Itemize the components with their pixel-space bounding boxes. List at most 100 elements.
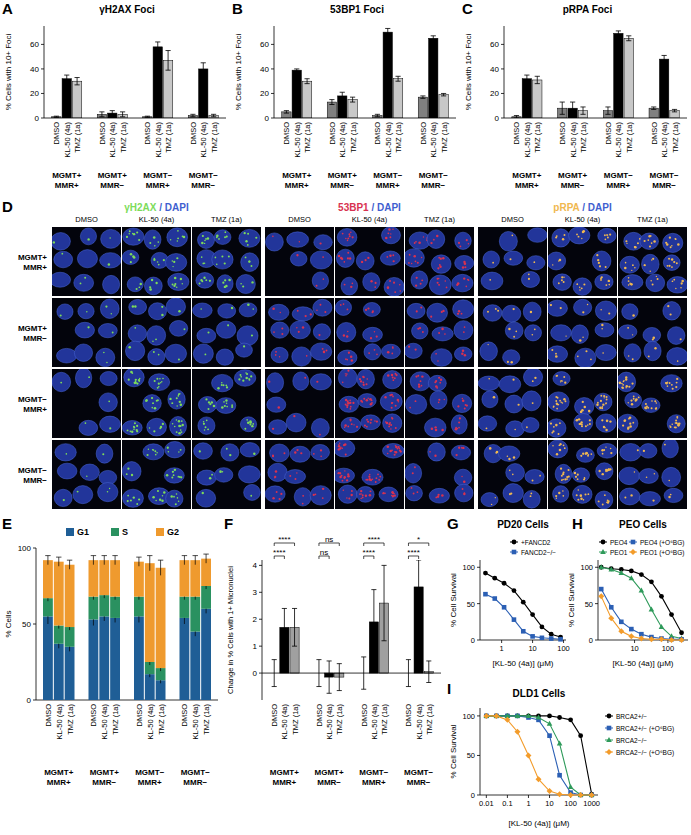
focus <box>180 431 182 433</box>
focus <box>387 286 390 289</box>
focus <box>338 472 340 474</box>
focus <box>202 262 204 264</box>
nucleus <box>197 470 217 485</box>
micrograph-content <box>481 444 544 508</box>
focus <box>416 277 418 279</box>
focus <box>166 474 168 476</box>
nucleus <box>483 251 500 268</box>
focus <box>240 374 242 376</box>
bar-segment <box>65 565 75 627</box>
focus <box>608 312 610 314</box>
focus <box>598 470 600 472</box>
focus <box>631 270 632 271</box>
focus <box>678 423 680 425</box>
focus <box>177 230 179 232</box>
focus <box>627 428 629 430</box>
focus <box>578 236 580 238</box>
nucleus <box>123 228 144 245</box>
focus <box>206 419 208 421</box>
x-axis <box>44 118 226 119</box>
focus <box>667 385 669 387</box>
point <box>492 576 497 581</box>
micrograph <box>335 227 404 296</box>
focus <box>227 324 229 326</box>
focus <box>370 403 373 406</box>
focus <box>444 333 446 335</box>
focus <box>579 289 581 291</box>
group-label-line: MGMT− <box>359 768 388 777</box>
micrograph <box>405 369 474 438</box>
bar-label: KL-50 (4a) <box>100 704 109 740</box>
point <box>618 628 624 634</box>
focus <box>339 476 342 479</box>
focus <box>156 378 158 380</box>
error-bar <box>605 107 610 114</box>
focus <box>393 260 395 262</box>
bar-label: TMZ (1a) <box>66 704 75 735</box>
focus <box>430 316 432 318</box>
focus <box>279 356 280 357</box>
group-label: MGMT−MMR− <box>419 171 448 190</box>
focus <box>497 310 499 312</box>
nucleus <box>548 392 569 412</box>
focus <box>555 424 558 427</box>
error-bar <box>340 92 345 99</box>
y-tick <box>501 93 504 94</box>
focus <box>217 387 219 389</box>
bar-label: TMZ (1a) <box>111 704 120 735</box>
y-tick-label: 40 <box>30 65 39 74</box>
focus <box>460 245 462 247</box>
focus <box>670 313 672 315</box>
focus <box>345 373 346 374</box>
focus <box>153 259 155 261</box>
focus <box>577 489 579 491</box>
x-tick-label: 10 <box>545 799 553 808</box>
y-tick-label: 0 <box>27 696 32 705</box>
focus <box>366 399 369 402</box>
focus <box>176 286 178 288</box>
nucleus <box>410 372 431 391</box>
y-tick-label: 0 <box>471 791 475 800</box>
point <box>669 612 674 617</box>
point <box>521 600 526 605</box>
row-label: MGMT+MMR+ <box>18 253 47 272</box>
nucleus <box>80 228 96 245</box>
nucleus <box>667 327 684 345</box>
focus <box>582 231 584 233</box>
y-tick <box>41 44 44 45</box>
bar-label: DMSO <box>143 122 152 145</box>
focus <box>628 402 629 403</box>
focus <box>399 284 401 286</box>
focus <box>651 407 653 409</box>
focus <box>109 488 110 489</box>
bar-segment <box>43 616 53 700</box>
micrograph-content <box>196 229 260 293</box>
focus <box>199 282 201 284</box>
focus <box>415 400 417 402</box>
nucleus <box>122 462 141 481</box>
nucleus <box>166 298 185 316</box>
x-tick-label: 100 <box>557 644 570 653</box>
nucleus <box>411 271 428 289</box>
focus <box>344 261 346 263</box>
group-label-line: MGMT+ <box>315 768 344 777</box>
bar <box>614 33 623 118</box>
focus <box>507 455 509 457</box>
focus <box>393 493 394 494</box>
nucleus <box>555 464 572 483</box>
legend-marker <box>512 550 517 555</box>
focus <box>60 314 62 316</box>
focus <box>310 313 312 315</box>
focus <box>221 382 223 384</box>
focus <box>437 360 439 362</box>
y-tick <box>595 640 598 641</box>
group-label: MGMT−MMR− <box>181 768 210 787</box>
group-label-line: MMR+ <box>138 778 162 787</box>
focus <box>151 407 153 409</box>
focus <box>580 455 582 457</box>
focus <box>359 378 361 380</box>
column-label: TMZ (1a) <box>637 215 668 224</box>
focus <box>337 472 339 474</box>
row-label-line: MMR− <box>23 476 47 485</box>
focus <box>202 492 204 494</box>
